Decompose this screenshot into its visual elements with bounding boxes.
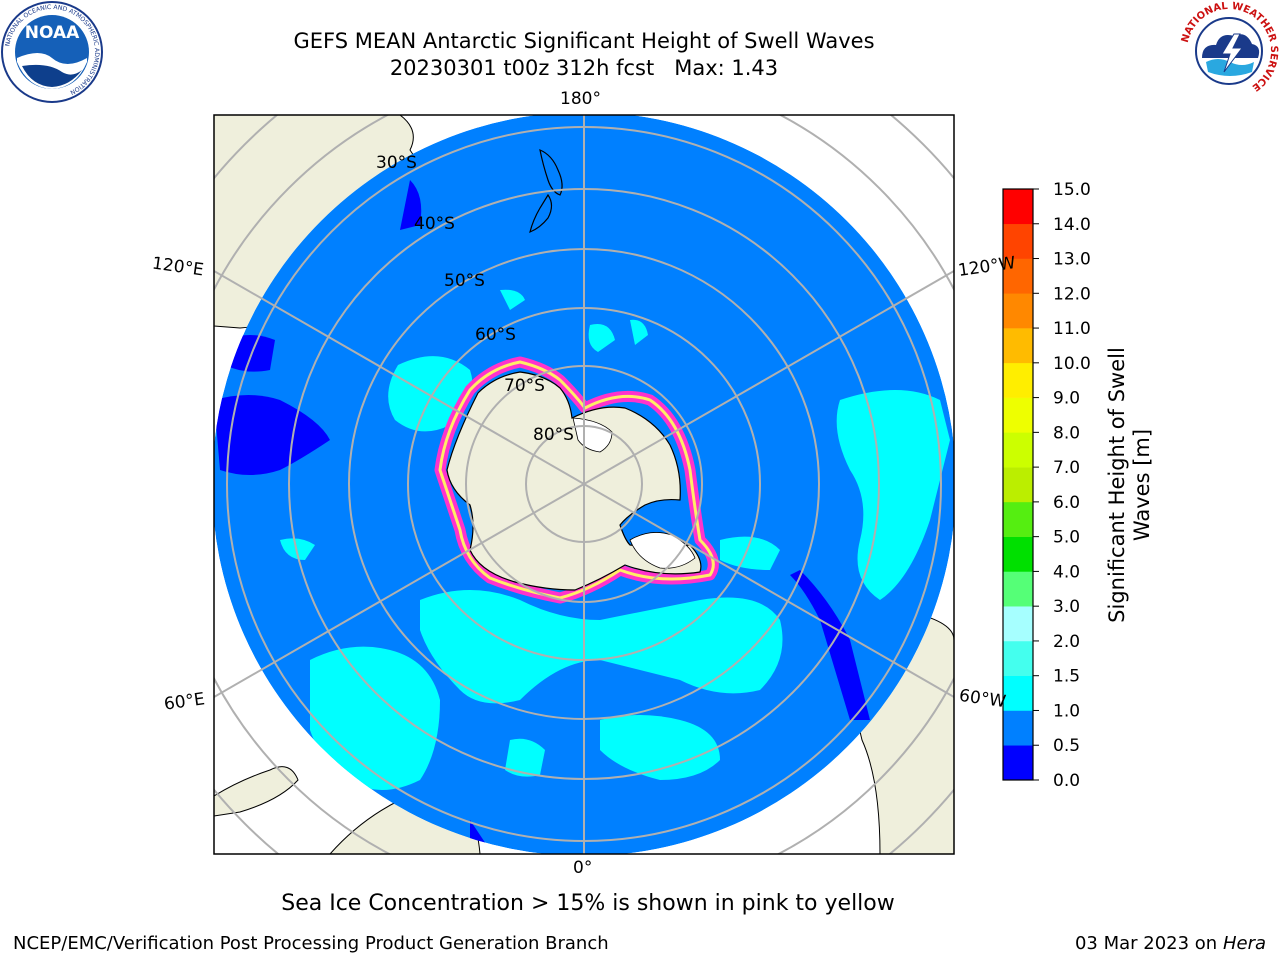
colorbar-tick-label: 12.0 bbox=[1053, 284, 1091, 304]
colorbar-tick-label: 5.0 bbox=[1053, 528, 1080, 548]
map-title: GEFS MEAN Antarctic Significant Height o… bbox=[293, 29, 875, 53]
lat-label-30s: 30°S bbox=[376, 153, 417, 173]
sea-ice-edge bbox=[434, 356, 719, 604]
colorbar-tick-label: 11.0 bbox=[1053, 319, 1091, 339]
colorbar-bin bbox=[1003, 606, 1033, 642]
credit-host: Hera bbox=[1222, 933, 1266, 954]
colorbar-tick-label: 8.0 bbox=[1053, 423, 1080, 443]
nws-logo: NATIONAL WEATHER SERVICE bbox=[1180, 1, 1279, 100]
colorbar-tick-label: 4.0 bbox=[1053, 562, 1080, 582]
colorbar-tick-label: 1.0 bbox=[1053, 701, 1080, 721]
colorbar-bin bbox=[1003, 293, 1033, 329]
colorbar-bin bbox=[1003, 189, 1033, 225]
colorbar-tick-label: 0.5 bbox=[1053, 736, 1080, 756]
lat-label-50s: 50°S bbox=[444, 271, 485, 291]
credit-branch: NCEP/EMC/Verification Post Processing Pr… bbox=[13, 933, 609, 954]
colorbar-bin bbox=[1003, 640, 1033, 676]
colorbar-bin bbox=[1003, 223, 1033, 259]
colorbar-frame bbox=[1002, 188, 1034, 781]
noaa-logo: NOAA NATIONAL OCEANIC AND ATMOSPHERIC AD… bbox=[1, 1, 103, 103]
colorbar-bin bbox=[1003, 675, 1033, 711]
credit-date: 03 Mar 2023 on Hera bbox=[1074, 933, 1266, 954]
colorbar-tick-label: 9.0 bbox=[1053, 389, 1080, 409]
moderate-swell-patches bbox=[280, 289, 950, 790]
colorbar bbox=[1003, 189, 1033, 781]
colorbar-bin bbox=[1003, 745, 1033, 781]
lat-label-60s: 60°S bbox=[475, 325, 516, 345]
lon-label-0: 0° bbox=[573, 858, 593, 878]
colorbar-bin bbox=[1003, 432, 1033, 468]
colorbar-tick-label: 10.0 bbox=[1053, 354, 1091, 374]
colorbar-bin bbox=[1003, 501, 1033, 537]
map-frame bbox=[213, 114, 955, 855]
colorbar-tick-label: 7.0 bbox=[1053, 458, 1080, 478]
map-subtitle: 20230301 t00z 312h fcst Max: 1.43 bbox=[389, 56, 779, 80]
colorbar-bin bbox=[1003, 362, 1033, 398]
colorbar-tick-label: 2.0 bbox=[1053, 632, 1080, 652]
colorbar-bin bbox=[1003, 571, 1033, 607]
new-zealand bbox=[529, 149, 563, 233]
colorbar-label: Significant Height of Swell Waves [m] bbox=[1105, 347, 1154, 623]
colorbar-tick-label: 1.5 bbox=[1053, 667, 1080, 687]
colorbar-bin bbox=[1003, 710, 1033, 746]
colorbar-tick-label: 6.0 bbox=[1053, 493, 1080, 513]
colorbar-bin bbox=[1003, 467, 1033, 503]
lat-label-40s: 40°S bbox=[414, 214, 455, 234]
lat-label-80s: 80°S bbox=[533, 425, 574, 445]
colorbar-tick-label: 3.0 bbox=[1053, 597, 1080, 617]
colorbar-bin bbox=[1003, 258, 1033, 294]
colorbar-tick-label: 15.0 bbox=[1053, 180, 1091, 200]
colorbar-bin bbox=[1003, 328, 1033, 364]
colorbar-bin bbox=[1003, 397, 1033, 433]
colorbar-ticks: 0.0 0.5 1.0 1.5 2.0 3.0 4.0 5.0 6.0 7.0 8.0 9.0 10.0… bbox=[1033, 180, 1091, 791]
graticule bbox=[214, 115, 954, 854]
lat-label-70s: 70°S bbox=[504, 376, 545, 396]
colorbar-tick-label: 13.0 bbox=[1053, 250, 1091, 270]
ronne-ice-shelf bbox=[629, 532, 696, 569]
colorbar-tick-label: 14.0 bbox=[1053, 215, 1091, 235]
lon-label-180: 180° bbox=[560, 89, 601, 109]
colorbar-bin bbox=[1003, 536, 1033, 572]
colorbar-tick-label: 0.0 bbox=[1053, 771, 1080, 791]
sea-ice-note: Sea Ice Concentration > 15% is shown in … bbox=[281, 891, 895, 916]
noaa-logo-text: NOAA bbox=[25, 23, 80, 43]
